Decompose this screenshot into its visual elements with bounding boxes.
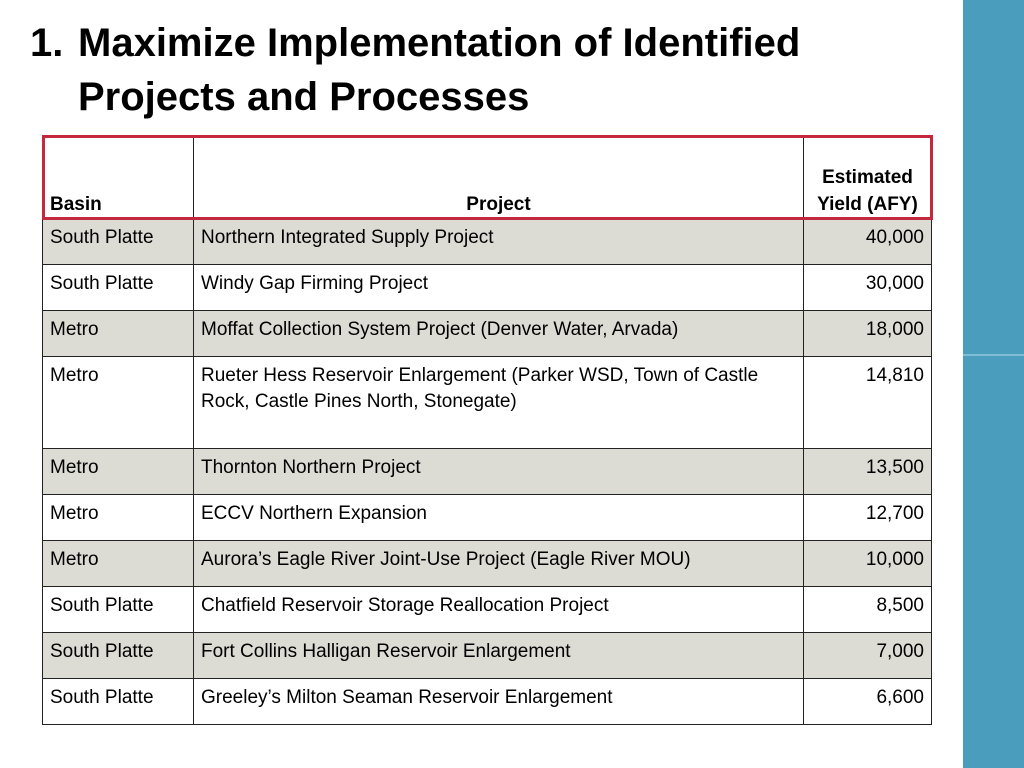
cell-basin: South Platte [42,218,194,265]
projects-table: Basin Project Estimated Yield (AFY) Sout… [41,134,933,725]
cell-basin: Metro [42,494,194,541]
table-header-row: Basin Project Estimated Yield (AFY) [41,134,933,220]
table-row: Metro Aurora’s Eagle River Joint-Use Pro… [42,540,932,587]
header-basin: Basin [42,135,194,219]
header-estimated-yield: Estimated Yield (AFY) [803,135,932,219]
cell-basin: South Platte [42,264,194,311]
cell-yield: 30,000 [803,264,932,311]
cell-project: Thornton Northern Project [193,448,804,495]
table-row: South Platte Chatfield Reservoir Storage… [42,586,932,633]
cell-yield: 12,700 [803,494,932,541]
cell-project: Northern Integrated Supply Project [193,218,804,265]
table-row: South Platte Northern Integrated Supply … [42,218,932,265]
cell-basin: Metro [42,356,194,449]
cell-basin: Metro [42,310,194,357]
table-row: Metro Rueter Hess Reservoir Enlargement … [42,356,932,449]
cell-basin: South Platte [42,586,194,633]
table-row: South Platte Fort Collins Halligan Reser… [42,632,932,679]
cell-project: Chatfield Reservoir Storage Reallocation… [193,586,804,633]
cell-project: Windy Gap Firming Project [193,264,804,311]
cell-basin: South Platte [42,632,194,679]
cell-yield: 6,600 [803,678,932,725]
cell-yield: 13,500 [803,448,932,495]
cell-project: Moffat Collection System Project (Denver… [193,310,804,357]
table-row: South Platte Greeley’s Milton Seaman Res… [42,678,932,725]
cell-basin: South Platte [42,678,194,725]
cell-project: ECCV Northern Expansion [193,494,804,541]
cell-project: Aurora’s Eagle River Joint-Use Project (… [193,540,804,587]
cell-yield: 14,810 [803,356,932,449]
cell-basin: Metro [42,540,194,587]
table-row: South Platte Windy Gap Firming Project 3… [42,264,932,311]
cell-basin: Metro [42,448,194,495]
header-project: Project [193,135,804,219]
slide-title: 1. Maximize Implementation of Identified … [30,16,950,124]
title-line-2: Projects and Processes [78,75,530,119]
title-number: 1. [30,21,64,65]
table-row: Metro ECCV Northern Expansion 12,700 [42,494,932,541]
title-line-1: Maximize Implementation of Identified [78,21,801,65]
accent-side-bar [963,0,1024,768]
cell-yield: 7,000 [803,632,932,679]
cell-project: Rueter Hess Reservoir Enlargement (Parke… [193,356,804,449]
table-row: Metro Moffat Collection System Project (… [42,310,932,357]
cell-yield: 8,500 [803,586,932,633]
side-bar-divider [963,354,1024,356]
cell-project: Fort Collins Halligan Reservoir Enlargem… [193,632,804,679]
cell-yield: 40,000 [803,218,932,265]
cell-yield: 18,000 [803,310,932,357]
table-row: Metro Thornton Northern Project 13,500 [42,448,932,495]
cell-yield: 10,000 [803,540,932,587]
cell-project: Greeley’s Milton Seaman Reservoir Enlarg… [193,678,804,725]
